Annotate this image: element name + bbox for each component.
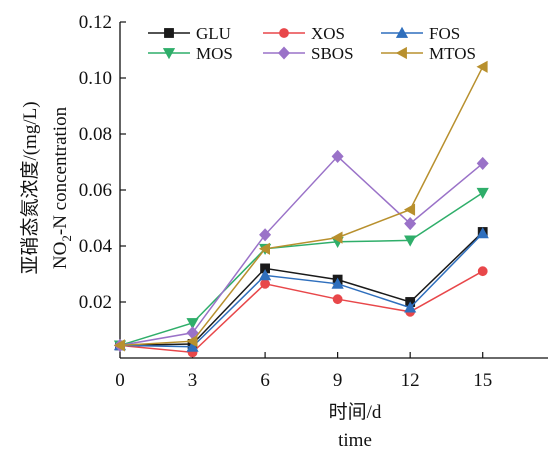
data-point-sbos (404, 217, 417, 231)
data-point-fos (186, 340, 199, 352)
x-tick-label: 3 (188, 370, 198, 391)
series-group (113, 60, 489, 358)
legend-label-mos: MOS (196, 44, 233, 63)
data-point-sbos (331, 149, 344, 163)
series-sbos (113, 149, 489, 352)
y-axis-title-en-subscript: 2 (59, 235, 74, 242)
legend-item-xos: XOS (263, 24, 345, 43)
legend-item-mos: MOS (148, 44, 233, 63)
x-tick-label: 0 (115, 370, 125, 391)
x-axis-title-cn: 时间/d (329, 401, 382, 423)
series-line-mos (119, 192, 484, 347)
y-axis-title-en: NO2-N concentration (50, 106, 74, 269)
series-line-fos (119, 232, 484, 348)
data-point-mtos (476, 60, 488, 73)
legend-label-sbos: SBOS (311, 44, 354, 63)
x-tick-label: 12 (401, 370, 420, 391)
y-tick-label: 0.10 (79, 68, 112, 89)
legend-item-glu: GLU (148, 24, 231, 43)
legend-marker-mtos (395, 46, 407, 60)
legend-item-sbos: SBOS (263, 44, 354, 63)
data-point-mos (404, 235, 417, 247)
legend-marker-mos (162, 48, 176, 60)
y-tick-label: 0.06 (79, 180, 112, 201)
y-tick-label: 0.12 (79, 12, 112, 33)
data-point-sbos (476, 156, 489, 170)
data-point-sbos (259, 228, 272, 242)
data-point-fos (404, 301, 417, 313)
data-point-mtos (113, 339, 125, 352)
x-tick-label: 9 (333, 370, 343, 391)
data-point-fos (258, 269, 272, 281)
series-line-xos (119, 270, 484, 354)
legend: GLU XOS FOS MOS SBOS MTOS (148, 24, 476, 63)
data-point-mos (186, 318, 199, 330)
data-point-fos (476, 227, 489, 239)
data-point-mtos (258, 242, 270, 255)
y-axis-title-en-rest: -N concentration (50, 106, 71, 235)
legend-label-mtos: MTOS (429, 44, 476, 63)
x-tick-label: 15 (473, 370, 492, 391)
x-tick-label: 6 (260, 370, 270, 391)
legend-label-glu: GLU (196, 24, 231, 43)
series-mtos (113, 60, 488, 352)
series-line-sbos (119, 155, 484, 347)
data-point-xos (332, 294, 343, 305)
data-point-mtos (186, 335, 198, 348)
legend-marker-xos (279, 28, 289, 38)
legend-item-mtos: MTOS (381, 44, 476, 63)
data-point-mtos (331, 231, 343, 244)
y-tick-label: 0.02 (79, 292, 112, 313)
y-axis-title-en-main: NO (50, 242, 71, 269)
series-line-glu (119, 231, 484, 347)
legend-label-fos: FOS (429, 24, 460, 43)
y-axis-title-cn: 亚硝态氮浓度/(mg/L) (19, 101, 41, 274)
y-tick-label: 0.04 (79, 236, 113, 257)
axes: 0.02 0.04 0.06 0.08 0.10 0.12 0 3 6 9 12 15 (79, 12, 548, 391)
series-fos (113, 227, 489, 352)
legend-label-xos: XOS (311, 24, 345, 43)
data-point-fos (331, 277, 344, 289)
legend-marker-glu (164, 28, 174, 38)
data-point-xos (477, 266, 488, 277)
data-point-mtos (403, 203, 416, 216)
x-axis-title-en: time (338, 430, 372, 451)
series-mos (113, 187, 489, 352)
legend-marker-sbos (277, 46, 291, 60)
data-point-xos (260, 278, 270, 289)
series-line-mtos (119, 66, 484, 347)
y-tick-label: 0.08 (79, 124, 112, 145)
data-point-mos (476, 187, 489, 200)
legend-marker-fos (395, 26, 409, 38)
legend-item-fos: FOS (381, 24, 460, 43)
